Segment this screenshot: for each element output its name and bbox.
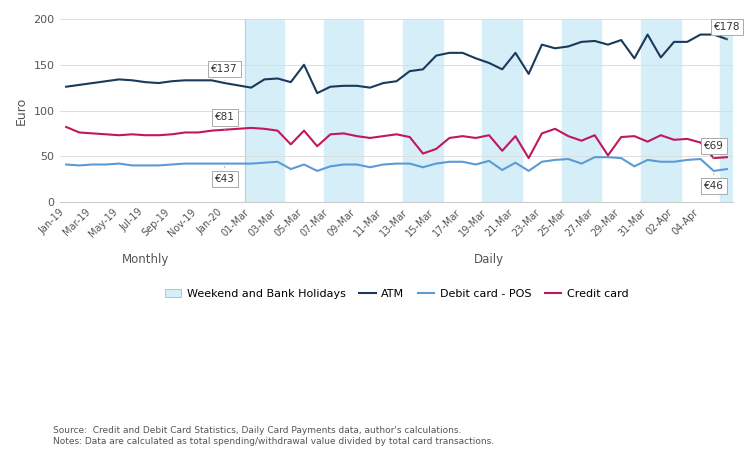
Y-axis label: Euro: Euro [15, 96, 28, 125]
Text: €43: €43 [215, 166, 234, 184]
Bar [403, 19, 443, 202]
Bar [641, 19, 680, 202]
Bar [720, 19, 733, 202]
Bar [562, 19, 601, 202]
Text: Daily: Daily [474, 253, 504, 266]
Text: €137: €137 [212, 64, 238, 80]
Legend: Weekend and Bank Holidays, ATM, Debit card - POS, Credit card: Weekend and Bank Holidays, ATM, Debit ca… [160, 284, 633, 303]
Bar [482, 19, 522, 202]
Text: €46: €46 [704, 174, 723, 191]
Text: €178: €178 [714, 22, 740, 39]
Text: €81: €81 [215, 112, 234, 130]
Text: Source:  Credit and Debit Card Statistics, Daily Card Payments data, author's ca: Source: Credit and Debit Card Statistics… [53, 426, 494, 446]
Bar [244, 19, 284, 202]
Bar [324, 19, 364, 202]
Text: Monthly: Monthly [122, 253, 169, 266]
Text: €69: €69 [704, 141, 723, 158]
